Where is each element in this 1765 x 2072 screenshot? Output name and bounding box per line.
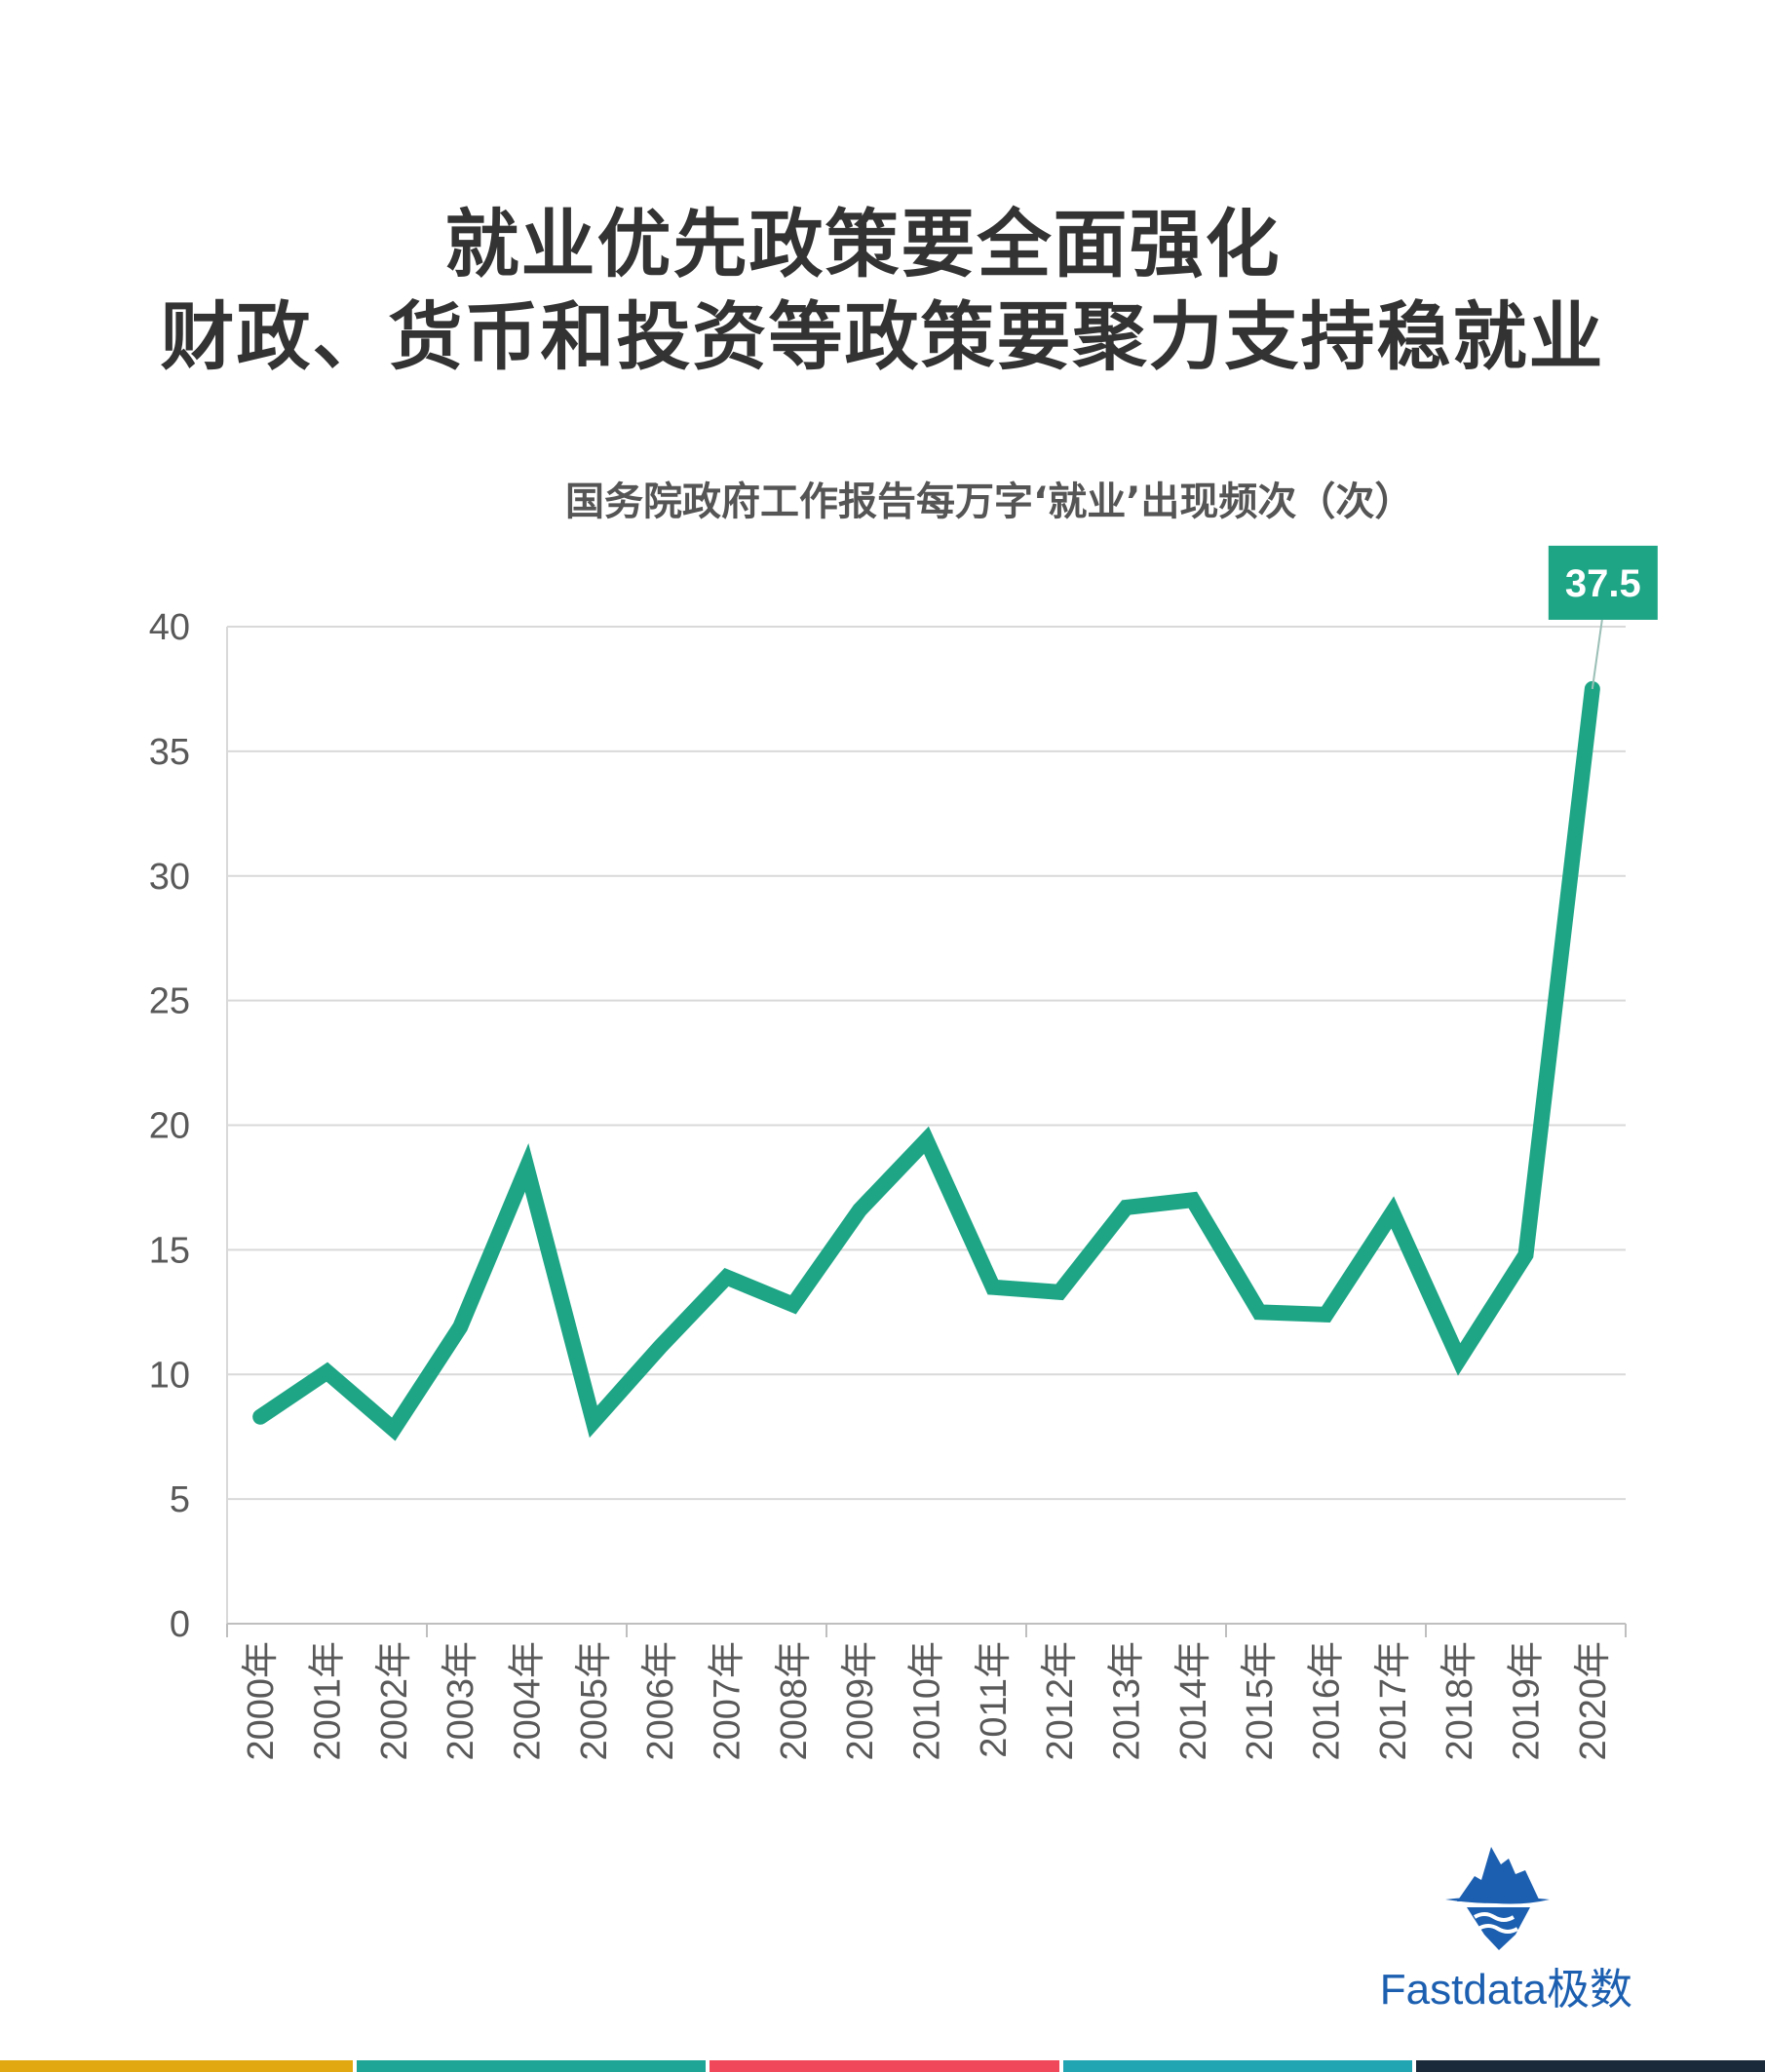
series-line-path [252,680,1600,1441]
x-tick-label: 2015年 [1240,1641,1281,1761]
footer-stripe [710,2060,1059,2072]
x-tick-label: 2000年 [241,1641,282,1761]
series-line [252,680,1600,1441]
x-tick-label: 2004年 [508,1641,549,1761]
y-tick-label: 35 [149,732,190,773]
data-labels: 37.5 [1548,545,1658,690]
y-axis-ticks: 0 5 10 15 20 25 30 35 40 [149,607,190,1645]
chart-title-line-2: 财政、货币和投资等政策要聚力支持稳就业 [160,293,1605,380]
footer-stripe [1062,2060,1412,2072]
x-tick-label: 2017年 [1373,1641,1414,1761]
y-tick-label: 15 [149,1230,190,1271]
brand-logo: Fastdata极数 [1369,1837,1632,2014]
grid-lines [227,626,1626,1501]
x-tick-label: 2002年 [374,1641,415,1761]
x-tick-label: 2011年 [974,1641,1015,1758]
x-tick-label: 2019年 [1507,1641,1548,1761]
x-tick-label: 2010年 [907,1641,948,1761]
y-tick-label: 0 [170,1604,190,1645]
x-tick-label: 2016年 [1307,1641,1348,1761]
x-tick-label: 2020年 [1573,1641,1614,1761]
x-tick-label: 2014年 [1173,1641,1214,1761]
x-tick-label: 2006年 [640,1641,681,1761]
chart-subtitle: 国务院政府工作报告每万字‘就业’出现频次（次） [565,480,1414,524]
x-tick-label: 2001年 [308,1641,349,1761]
footer-stripe [0,2060,354,2072]
x-tick-label: 2003年 [441,1641,481,1761]
x-tick-label: 2013年 [1107,1641,1148,1761]
y-tick-label: 10 [149,1355,190,1396]
x-tick-label: 2009年 [840,1641,881,1761]
x-tick-label: 2007年 [708,1641,748,1761]
x-tick-label: 2008年 [774,1641,815,1761]
x-tick-label: 2012年 [1040,1641,1081,1761]
footer-stripe [357,2060,707,2072]
x-tick-label: 2005年 [574,1641,615,1761]
data-label-leader [1591,619,1603,690]
y-tick-label: 20 [149,1106,190,1147]
chart-title-line-1: 就业优先政策要全面强化 [444,201,1282,288]
footer-stripe [1415,2060,1765,2072]
brand-name: Fastdata极数 [1379,1966,1632,2014]
data-label-box [1548,545,1658,620]
x-axis: 2000年 2001年 2002年 2003年 2004年 2005年 2006年 2007年… [226,627,1627,1761]
x-tick-label: 2018年 [1439,1641,1480,1761]
y-tick-label: 40 [149,607,190,648]
y-tick-label: 30 [149,857,190,898]
iceberg-icon [1445,1847,1550,1950]
y-tick-label: 5 [170,1479,190,1520]
y-tick-label: 25 [149,981,190,1022]
data-label-text: 37.5 [1565,562,1641,605]
